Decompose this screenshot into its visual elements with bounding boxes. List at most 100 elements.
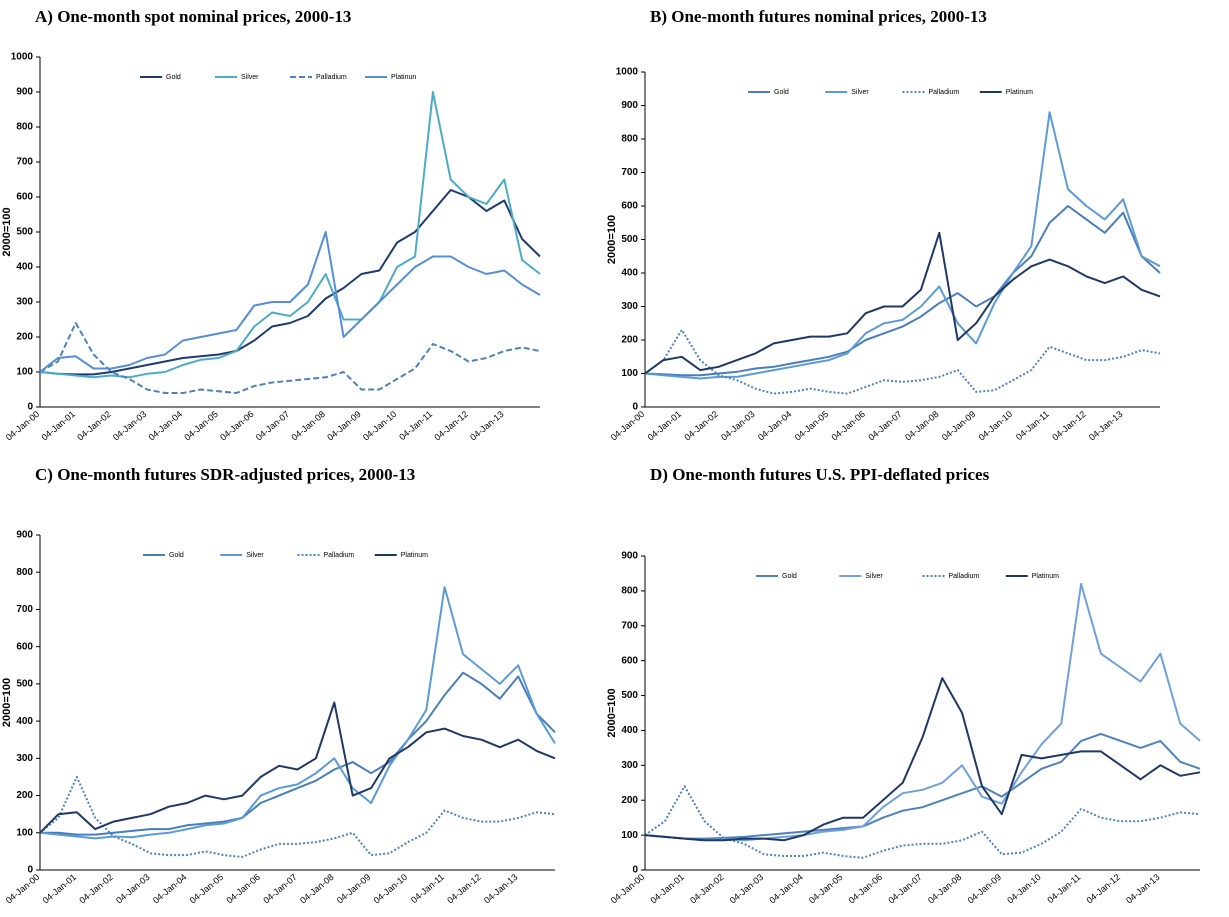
x-tick-label: 04-Jan-01 [40,409,77,443]
x-tick-label: 04-Jan-07 [254,409,291,443]
x-tick-label: 04-Jan-08 [298,872,335,906]
y-tick-label: 800 [621,586,638,597]
y-tick-label: 1000 [616,67,639,78]
x-tick-label: 04-Jan-10 [372,872,409,906]
y-tick-label: 600 [621,655,638,666]
y-tick-label: 800 [16,567,33,578]
series-line [39,586,556,840]
y-tick-label: 800 [16,122,33,133]
series-line [39,231,541,373]
x-tick-label: 04-Jan-04 [767,872,804,906]
legend-label: Platinum [401,552,428,559]
y-tick-label: 600 [16,641,33,652]
y-tick-label: 300 [16,753,33,764]
legend-label: Platinun [391,74,416,81]
y-tick-label: 900 [16,87,33,98]
x-tick-label: 04-Jan-13 [1124,872,1161,906]
y-tick-label: 100 [16,827,33,838]
y-tick-label: 700 [16,157,33,168]
x-tick-label: 04-Jan-12 [445,872,482,906]
x-tick-label: 04-Jan-04 [756,409,793,443]
x-tick-label: 04-Jan-13 [482,872,519,906]
x-tick-label: 04-Jan-12 [1050,409,1087,443]
x-tick-label: 04-Jan-01 [648,872,685,906]
y-tick-label: 700 [621,167,638,178]
y-tick-label: 100 [621,830,638,841]
y-tick-label: 200 [16,790,33,801]
x-tick-label: 04-Jan-03 [728,872,765,906]
legend-label: Platinum [1006,89,1033,96]
y-axis-label: 2000=100 [1,207,13,256]
x-tick-label: 04-Jan-02 [77,872,114,906]
x-tick-label: 04-Jan-09 [940,409,977,443]
x-tick-label: 04-Jan-10 [1005,872,1042,906]
series-line [644,732,1201,840]
x-tick-label: 04-Jan-11 [397,409,434,442]
x-tick-label: 04-Jan-07 [866,409,903,443]
y-tick-label: 400 [621,725,638,736]
x-tick-label: 04-Jan-05 [182,409,219,443]
x-tick-label: 04-Jan-07 [261,872,298,906]
y-tick-label: 100 [621,368,638,379]
y-tick-label: 800 [621,134,638,145]
legend-label: Palladium [949,573,980,580]
y-tick-label: 600 [16,192,33,203]
legend-label: Gold [782,573,797,580]
x-tick-label: 04-Jan-13 [468,409,505,443]
legend-label: Gold [169,552,184,559]
y-tick-label: 500 [621,234,638,245]
x-tick-label: 04-Jan-12 [432,409,469,443]
y-tick-label: 600 [621,201,638,212]
x-tick-label: 04-Jan-01 [41,872,78,906]
x-tick-label: 04-Jan-05 [807,872,844,906]
x-tick-label: 04-Jan-13 [1087,409,1124,443]
y-tick-label: 900 [621,100,638,111]
series-line [644,111,1161,380]
x-tick-label: 04-Jan-04 [147,409,184,443]
chart-title: A) One-month spot nominal prices, 2000-1… [35,7,351,26]
y-tick-label: 1000 [11,52,34,63]
x-tick-label: 04-Jan-09 [966,872,1003,906]
x-tick-label: 04-Jan-00 [609,872,646,906]
y-tick-label: 700 [16,604,33,615]
x-tick-label: 04-Jan-00 [4,872,41,906]
x-tick-label: 04-Jan-05 [188,872,225,906]
x-tick-label: 04-Jan-08 [290,409,327,443]
x-tick-label: 04-Jan-07 [886,872,923,906]
legend-label: Palladium [316,74,347,81]
series-line [644,205,1161,377]
y-tick-label: 0 [27,402,33,413]
x-tick-label: 04-Jan-06 [218,409,255,443]
y-tick-label: 300 [621,301,638,312]
x-tick-label: 04-Jan-01 [646,409,683,443]
y-tick-label: 300 [16,297,33,308]
y-tick-label: 500 [16,227,33,238]
y-tick-label: 100 [16,367,33,378]
chart-title: D) One-month futures U.S. PPI-deflated p… [650,465,990,484]
x-tick-label: 04-Jan-11 [1045,872,1082,905]
legend-label: Gold [774,89,789,96]
x-tick-label: 04-Jan-11 [409,872,446,905]
x-tick-label: 04-Jan-10 [361,409,398,443]
x-tick-label: 04-Jan-03 [111,409,148,443]
series-line [39,91,541,379]
y-axis-label: 2000=100 [1,678,13,727]
y-tick-label: 200 [621,335,638,346]
y-tick-label: 900 [16,530,33,541]
x-tick-label: 04-Jan-09 [335,872,372,906]
legend-label: Palladium [929,89,960,96]
y-tick-label: 300 [621,760,638,771]
x-tick-label: 04-Jan-04 [151,872,188,906]
x-tick-label: 04-Jan-00 [4,409,41,443]
series-line [644,785,1201,859]
x-tick-label: 04-Jan-11 [1014,409,1051,442]
series-line [644,582,1201,842]
series-line [40,671,556,836]
y-tick-label: 400 [16,262,33,273]
legend-label: Gold [166,74,181,81]
y-tick-label: 700 [621,620,638,631]
x-tick-label: 04-Jan-02 [75,409,112,443]
chart-title: B) One-month futures nominal prices, 200… [650,7,987,26]
y-tick-label: 400 [621,268,638,279]
